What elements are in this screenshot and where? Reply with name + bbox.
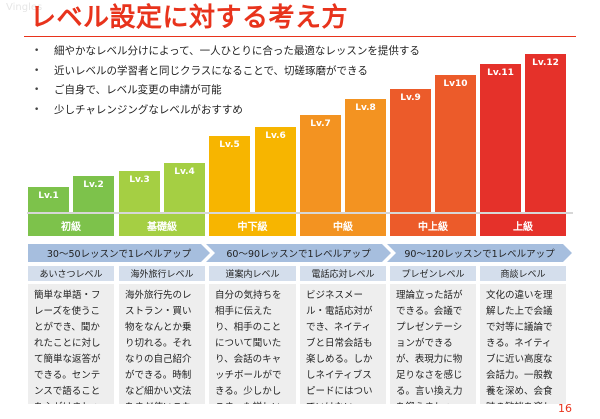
level-bar: Lv.12 [525, 54, 566, 212]
level-bar: Lv.6 [255, 127, 296, 212]
level-label: Lv.3 [129, 175, 150, 185]
tier-label: 中級 [300, 214, 386, 236]
level-bar: Lv.7 [300, 115, 341, 212]
description-body: 簡単な単語・フレーズを使うことができ、聞かれたことに対して簡単な返答ができる。セ… [28, 284, 114, 404]
level-label: Lv.8 [355, 103, 376, 113]
level-label: Lv.9 [400, 93, 421, 103]
level-label: Lv.7 [310, 119, 331, 129]
tier-label: 基礎級 [119, 214, 205, 236]
staircase-baseline [27, 212, 573, 214]
page-title: レベル設定に対する考え方 [30, 3, 349, 33]
tier-label: 中下級 [209, 214, 296, 236]
level-bar: Lv.4 [164, 163, 205, 212]
description-body: 自分の気持ちを相手に伝えたり、相手のことについて聞いたり、会話のキャッチボールが… [209, 284, 296, 404]
level-bar: Lv.1 [28, 187, 69, 212]
title-divider [24, 36, 576, 37]
description-body: 海外旅行先のレストラン・買い物をなんとか乗り切れる。それなりの自己紹介ができる。… [119, 284, 205, 404]
tier-label: 初級 [28, 214, 114, 236]
level-bar: Lv.2 [73, 176, 114, 212]
description-head: あいさつレベル [28, 266, 114, 281]
level-label: Lv.12 [532, 58, 559, 68]
bullet-text: 近いレベルの学習者と同じクラスになることで、切磋琢磨ができる [54, 64, 368, 77]
description-head: プレゼンレベル [390, 266, 476, 281]
bullet-dot-icon: • [34, 85, 40, 95]
bullet-item: • 近いレベルの学習者と同じクラスになることで、切磋琢磨ができる [34, 62, 594, 82]
level-label: Lv.4 [174, 167, 195, 177]
level-bar: Lv.5 [209, 136, 250, 212]
bullet-item: • 細やかなレベル分けによって、一人ひとりに合った最適なレッスンを提供する [34, 42, 594, 62]
level-label: Lv.1 [38, 191, 59, 201]
level-bar: Lv10 [435, 75, 476, 212]
bullet-dot-icon: • [34, 46, 40, 56]
description-head: 商談レベル [480, 266, 566, 281]
level-label: Lv.2 [83, 180, 104, 190]
bullet-text: 少しチャレンジングなレベルがおすすめ [54, 103, 243, 116]
level-label: Lv10 [443, 79, 468, 89]
level-bar: Lv.9 [390, 89, 431, 212]
bullet-text: ご自身で、レベル変更の申請が可能 [54, 84, 222, 96]
level-bar: Lv.8 [345, 99, 386, 212]
description-head: 海外旅行レベル [119, 266, 205, 281]
bullet-dot-icon: • [34, 104, 40, 115]
description-head: 道案内レベル [209, 266, 296, 281]
level-label: Lv.6 [265, 131, 286, 141]
level-bar: Lv.3 [119, 171, 160, 212]
pace-arrow: 90～120レッスンで1レベルアップ [387, 244, 572, 262]
bullet-item: • ご自身で、レベル変更の申請が可能 [34, 81, 594, 101]
description-body: 文化の違いを理解した上で会議で対等に議論できる。ネイティブに近い高度な会話力。一… [480, 284, 566, 404]
description-body: ビジネスメール・電話応対ができ、ネイティブと日常会話も楽しめる。しかしネイティブ… [300, 284, 386, 404]
pace-arrow: 30～50レッスンで1レベルアップ [28, 244, 210, 262]
tier-label: 上級 [480, 214, 566, 236]
level-bar: Lv.11 [480, 64, 521, 212]
watermark: Vingles [6, 2, 43, 13]
bullet-list: • 細やかなレベル分けによって、一人ひとりに合った最適なレッスンを提供する • 近い… [34, 42, 594, 120]
bullet-dot-icon: • [34, 65, 40, 76]
bullet-item: • 少しチャレンジングなレベルがおすすめ [34, 101, 594, 121]
bullet-text: 細やかなレベル分けによって、一人ひとりに合った最適なレッスンを提供する [54, 45, 420, 57]
description-head: 電話応対レベル [300, 266, 386, 281]
pace-arrow: 60～90レッスンで1レベルアップ [206, 244, 391, 262]
level-label: Lv.5 [219, 140, 240, 150]
description-body: 理論立った話ができる。会議でプレゼンテーションができるが、表現力に物足りなさを感… [390, 284, 476, 404]
page-number: 16 [558, 402, 572, 415]
level-label: Lv.11 [487, 68, 514, 78]
tier-label: 中上級 [390, 214, 476, 236]
